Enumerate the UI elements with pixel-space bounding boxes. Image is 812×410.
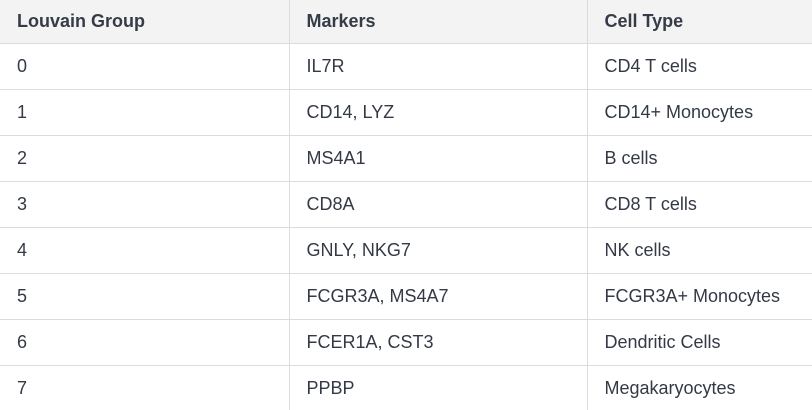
table-cell: FCER1A, CST3 (288, 319, 587, 366)
table-cell: PPBP (288, 365, 587, 410)
table-cell: CD14, LYZ (288, 89, 587, 136)
table-row: 7 PPBP Megakaryocytes (0, 365, 812, 410)
table-cell: 5 (0, 273, 289, 320)
column-header: Louvain Group (0, 0, 289, 44)
table-cell: CD14+ Monocytes (586, 89, 812, 136)
table-header: Louvain Group Markers Cell Type (0, 0, 812, 44)
table-cell: NK cells (586, 227, 812, 274)
table-cell: Dendritic Cells (586, 319, 812, 366)
table-cell: 1 (0, 89, 289, 136)
table-row: 2 MS4A1 B cells (0, 135, 812, 182)
table-cell: 0 (0, 43, 289, 90)
column-header: Cell Type (586, 0, 812, 44)
table-cell: 4 (0, 227, 289, 274)
table-cell: CD8A (288, 181, 587, 228)
table-body: 0 IL7R CD4 T cells 1 CD14, LYZ CD14+ Monocyte… (0, 43, 812, 410)
table-row: 3 CD8A CD8 T cells (0, 181, 812, 228)
table-row: 5 FCGR3A, MS4A7 FCGR3A+ Monocytes (0, 273, 812, 320)
table-row: 1 CD14, LYZ CD14+ Monocytes (0, 89, 812, 136)
table-cell: 6 (0, 319, 289, 366)
table-cell: FCGR3A+ Monocytes (586, 273, 812, 320)
table-cell: 2 (0, 135, 289, 182)
table-cell: FCGR3A, MS4A7 (288, 273, 587, 320)
table-cell: Megakaryocytes (586, 365, 812, 410)
table-cell: CD8 T cells (586, 181, 812, 228)
table-cell: 3 (0, 181, 289, 228)
table-cell: CD4 T cells (586, 43, 812, 90)
column-header: Markers (288, 0, 587, 44)
header-row: Louvain Group Markers Cell Type (0, 0, 812, 44)
table-cell: IL7R (288, 43, 587, 90)
table-cell: GNLY, NKG7 (288, 227, 587, 274)
table-cell: B cells (586, 135, 812, 182)
table-row: 4 GNLY, NKG7 NK cells (0, 227, 812, 274)
table-cell: 7 (0, 365, 289, 410)
table-row: 6 FCER1A, CST3 Dendritic Cells (0, 319, 812, 366)
table-cell: MS4A1 (288, 135, 587, 182)
table-row: 0 IL7R CD4 T cells (0, 43, 812, 90)
